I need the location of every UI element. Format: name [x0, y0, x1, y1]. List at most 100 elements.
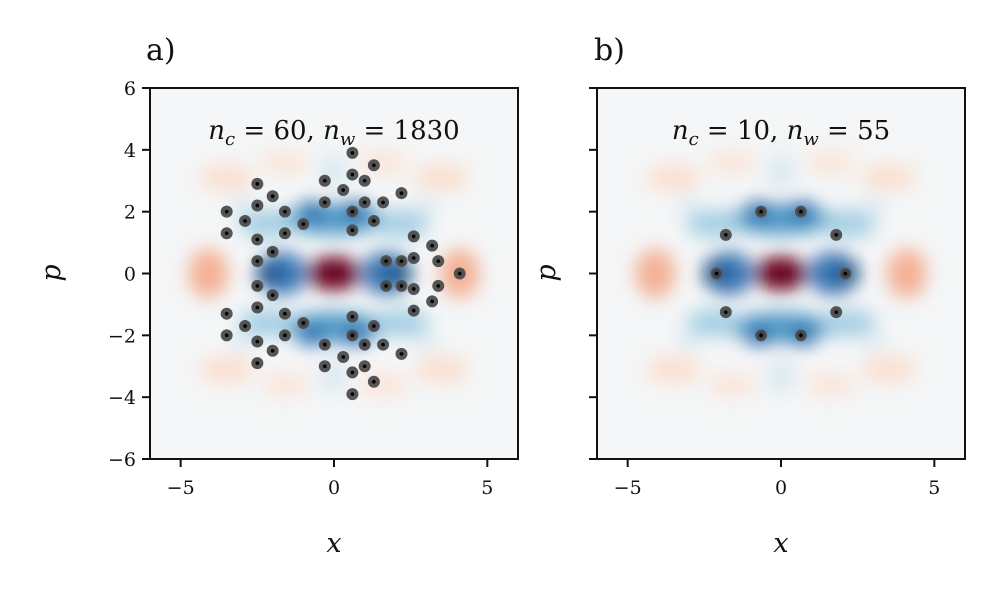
data-point-center — [372, 219, 376, 223]
data-point-center — [372, 379, 376, 384]
y-tick-label: −4 — [108, 387, 136, 409]
data-point-center — [224, 231, 229, 236]
data-point-center — [411, 234, 416, 239]
data-point-center — [270, 250, 275, 254]
data-point-center — [255, 305, 260, 310]
data-point-center — [243, 219, 247, 223]
x-tick-label: 0 — [775, 477, 787, 499]
field-blob — [765, 356, 797, 395]
data-point-center — [381, 342, 385, 347]
data-point-center — [283, 231, 287, 236]
data-point-center — [283, 311, 287, 316]
data-point-center — [243, 324, 247, 328]
data-point-center — [255, 182, 260, 186]
y-tick-label: −2 — [108, 325, 136, 347]
field-blob — [199, 355, 255, 384]
x-tick-label: 5 — [481, 477, 493, 499]
data-point-center — [457, 271, 462, 276]
field-blob — [646, 163, 702, 192]
field-blob — [635, 248, 676, 299]
data-point-center — [843, 271, 848, 276]
x-tick-label: −5 — [167, 477, 195, 499]
y-ticks: −6 −4 −2 0 2 4 6 — [108, 78, 150, 471]
data-point-center — [724, 310, 728, 314]
data-point-center — [341, 188, 346, 192]
y-ticks — [589, 87, 597, 460]
data-point-center — [362, 364, 367, 369]
field-blob — [298, 324, 327, 347]
field-blob — [358, 149, 408, 175]
field-blob — [765, 152, 797, 191]
wigner-field — [635, 149, 927, 398]
field-blob — [413, 163, 469, 192]
field-blob — [805, 372, 855, 398]
data-point-center — [399, 284, 404, 288]
data-point-center — [255, 237, 260, 242]
data-point-center — [350, 333, 355, 338]
field-blob — [676, 332, 702, 351]
data-point-center — [255, 339, 260, 344]
data-point-center — [255, 203, 260, 208]
data-point-center — [323, 200, 327, 205]
field-blob — [707, 372, 757, 398]
x-tick-label: −5 — [614, 477, 642, 499]
x-tick-label: 0 — [328, 477, 340, 499]
field-blob — [413, 196, 439, 215]
data-point-center — [759, 333, 763, 338]
field-blob — [373, 210, 430, 238]
data-point-center — [255, 361, 260, 365]
data-point-center — [350, 151, 355, 155]
annotation: nc = 10, nw = 55 — [672, 116, 890, 150]
data-point-center — [834, 233, 838, 237]
data-point-center — [323, 342, 327, 347]
data-point-center — [399, 259, 404, 263]
x-axis-label: x — [773, 528, 788, 559]
y-tick-label: 4 — [124, 140, 136, 162]
data-point-center — [270, 293, 275, 297]
x-ticks: −5 0 5 — [167, 459, 493, 499]
data-point-center — [224, 333, 229, 338]
field-blob — [704, 251, 754, 296]
data-point-center — [350, 172, 355, 177]
x-axis-label: x — [326, 528, 341, 559]
data-point-center — [714, 271, 719, 276]
points-layer — [220, 146, 466, 401]
y-tick-label: 0 — [124, 264, 136, 286]
y-axis-label: p — [36, 264, 67, 281]
field-blob — [728, 203, 834, 235]
data-point-center — [436, 259, 441, 263]
field-blob — [199, 163, 255, 192]
field-blob — [767, 264, 795, 283]
field-blob — [886, 248, 927, 299]
data-point-center — [350, 209, 355, 214]
field-blob — [860, 355, 916, 384]
field-blob — [685, 309, 742, 337]
data-point-center — [301, 222, 306, 226]
annotation: nc = 60, nw = 1830 — [208, 116, 459, 150]
data-point-center — [759, 209, 763, 214]
field-blob — [229, 196, 255, 215]
field-blob — [820, 309, 877, 337]
field-blob — [188, 248, 229, 299]
data-point-center — [350, 228, 355, 233]
data-point-center — [255, 284, 260, 288]
field-blob — [298, 200, 327, 223]
field-blob — [820, 210, 877, 238]
data-point-center — [224, 311, 229, 316]
field-blob — [257, 251, 307, 296]
data-point-center — [362, 342, 367, 347]
points-layer — [710, 205, 852, 342]
data-point-center — [341, 355, 346, 359]
panel-label-a: a) — [146, 33, 176, 68]
data-point-center — [283, 209, 287, 214]
field-blob — [390, 264, 413, 283]
data-point-center — [384, 284, 388, 288]
field-blob — [808, 251, 858, 296]
data-point-center — [372, 163, 376, 168]
y-tick-label: 2 — [124, 202, 136, 224]
y-tick-label: −6 — [108, 449, 136, 471]
data-point-center — [301, 321, 306, 325]
x-tick-label: 5 — [928, 477, 940, 499]
